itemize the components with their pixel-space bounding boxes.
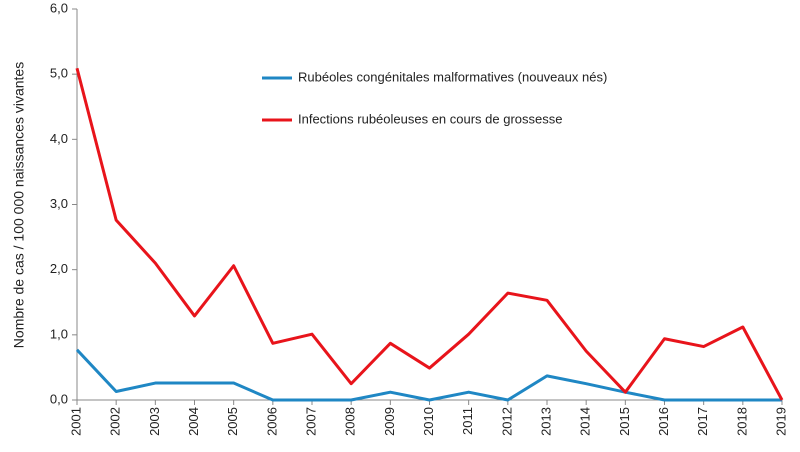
x-tick-label: 2005 [225,407,240,436]
y-axis-label: Nombre de cas / 100 000 naissances vivan… [11,62,27,348]
y-tick-label: 5,0 [50,66,68,81]
x-tick-label: 2009 [382,407,397,436]
legend-label: Rubéoles congénitales malformatives (nou… [298,69,607,84]
x-tick-label: 2008 [343,407,358,436]
legend-label: Infections rubéoleuses en cours de gross… [298,111,563,126]
x-tick-label: 2007 [303,407,318,436]
series-line [75,348,782,402]
x-tick-label: 2018 [734,407,749,436]
y-tick-label: 4,0 [50,131,68,146]
y-tick-label: 6,0 [50,0,68,15]
x-tick-label: 2013 [538,407,553,436]
y-tick-label: 1,0 [50,326,68,341]
x-tick-label: 2019 [773,407,788,436]
x-tick-label: 2016 [656,407,671,436]
x-tick-label: 2002 [108,407,123,436]
x-tick-label: 2017 [695,407,710,436]
x-tick-label: 2014 [578,407,593,436]
y-tick-label: 0,0 [50,391,68,406]
x-tick-label: 2004 [186,407,201,436]
x-tick-label: 2006 [264,407,279,436]
x-tick-label: 2012 [499,407,514,436]
x-tick-label: 2011 [460,407,475,435]
y-tick-label: 3,0 [50,196,68,211]
x-tick-label: 2010 [421,407,436,436]
x-tick-label: 2001 [68,407,83,436]
x-tick-label: 2003 [147,407,162,436]
series-line [75,67,784,401]
y-tick-label: 2,0 [50,261,68,276]
x-tick-label: 2015 [617,407,632,436]
